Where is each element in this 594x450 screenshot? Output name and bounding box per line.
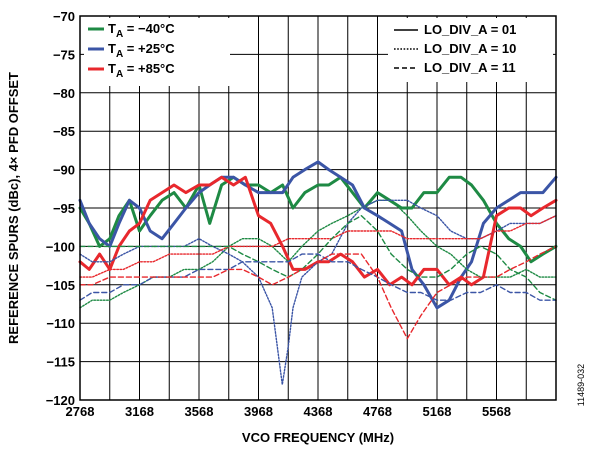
temperature-legend-label: TA = +85°C <box>108 61 175 80</box>
x-tick-label: 2768 <box>66 404 95 419</box>
series-line-2 <box>78 160 558 310</box>
y-tick-label: −80 <box>53 86 75 101</box>
x-tick-label: 5168 <box>423 404 452 419</box>
y-axis-title: REFERENCE SPURS (dBc), 4× PFD OFFSET <box>6 72 21 344</box>
y-tick-label: −115 <box>46 355 75 370</box>
line-style-legend-background <box>388 18 553 82</box>
series-line-1 <box>78 175 558 264</box>
line-style-legend-label: LO_DIV_A = 11 <box>424 60 516 75</box>
x-tick-label: 3168 <box>125 404 154 419</box>
y-tick-label: −105 <box>46 278 75 293</box>
y-tick-label: −110 <box>46 316 75 331</box>
figure-id: 11489-032 <box>576 364 586 406</box>
x-tick-label: 4368 <box>304 404 333 419</box>
line-style-legend-label: LO_DIV_A = 01 <box>424 22 516 37</box>
y-tick-label: −120 <box>46 393 75 408</box>
temperature-legend-background <box>84 18 230 86</box>
x-tick-label: 4768 <box>363 404 392 419</box>
series-line-6 <box>79 215 557 278</box>
x-tick-labels: 2768 3168 3568 3968 4368 4768 5168 5568 <box>66 404 511 419</box>
series-lines <box>78 160 558 386</box>
x-tick-label: 3568 <box>185 404 214 419</box>
y-tick-label: −100 <box>46 239 75 254</box>
y-tick-label: −95 <box>53 201 75 216</box>
y-tick-label: −85 <box>53 124 75 139</box>
x-tick-label: 3968 <box>244 404 273 419</box>
y-tick-labels: −120 −115 −110 −105 −100 −95 −90 −85 −80 −75 −70 <box>46 9 75 408</box>
temperature-legend: TA = −40°CTA = +25°CTA = +85°C <box>84 18 230 86</box>
line-style-legend: LO_DIV_A = 01 LO_DIV_A = 10 LO_DIV_A = 11 <box>388 18 553 82</box>
temperature-legend-label: TA = +25°C <box>108 41 175 60</box>
x-axis-title: VCO FREQUENCY (MHz) <box>242 430 394 445</box>
temperature-legend-label: TA = −40°C <box>108 21 175 40</box>
series-line-9 <box>79 245 557 340</box>
plot-frame <box>79 15 557 401</box>
y-tick-label: −70 <box>53 9 75 24</box>
y-tick-label: −90 <box>53 163 75 178</box>
x-tick-label: 5568 <box>482 404 511 419</box>
y-tick-label: −75 <box>53 47 75 62</box>
line-style-legend-label: LO_DIV_A = 10 <box>424 41 516 56</box>
